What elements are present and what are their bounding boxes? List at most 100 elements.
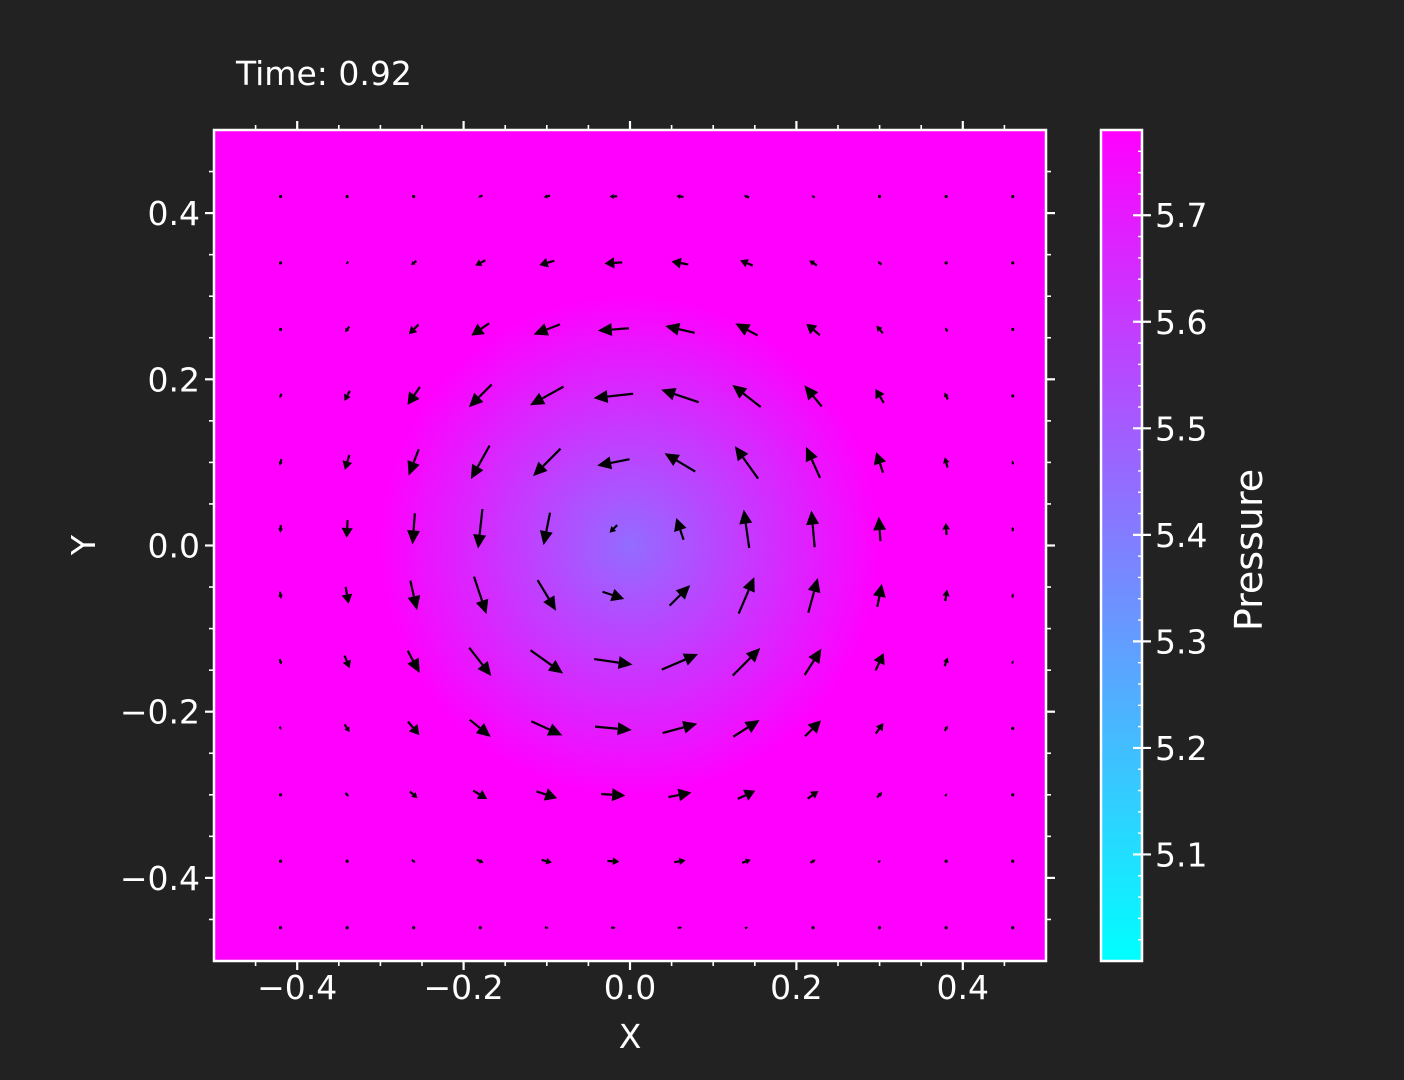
quiver-arrow [607, 857, 620, 866]
colorbar-tick-label: 5.1 [1155, 835, 1207, 874]
quiver-arrow [661, 653, 699, 671]
colorbar-tick-label: 5.4 [1155, 516, 1207, 555]
quiver-arrow [544, 926, 549, 929]
chart-title: Time: 0.92 [235, 54, 412, 93]
quiver-arrow [410, 259, 418, 266]
quiver-arrow [806, 323, 821, 337]
x-tick-label: 0.4 [937, 968, 989, 1007]
quiver-arrow [1011, 660, 1014, 664]
quiver-arrow [944, 392, 949, 400]
quiver-arrow [676, 194, 684, 199]
quiver-arrow [412, 194, 416, 199]
colorbar-tick-label: 5.7 [1155, 196, 1207, 235]
quiver-arrow [345, 194, 349, 199]
quiver-arrow [809, 260, 818, 267]
quiver-arrow [530, 385, 565, 406]
y-axis: 0.4 0.2 0.0 −0.2 −0.4 [120, 194, 1055, 898]
quiver-arrow [811, 195, 816, 199]
x-tick-label: 0.2 [770, 968, 822, 1007]
quiver-arrow [279, 393, 283, 399]
quiver-arrow [471, 322, 490, 336]
quiver-arrow [278, 926, 283, 930]
quiver-arrow [807, 578, 821, 614]
colorbar-tick-label: 5.3 [1155, 622, 1207, 661]
quiver-arrow [601, 788, 626, 802]
quiver-arrow [732, 719, 760, 738]
x-tick-label: −0.4 [257, 968, 337, 1007]
quiver-arrow [943, 457, 950, 468]
quiver-arrow [942, 522, 951, 535]
x-tick-label: −0.2 [424, 968, 504, 1007]
quiver-arrow [470, 445, 491, 480]
quiver-arrow [345, 260, 350, 265]
quiver-arrow [804, 385, 823, 408]
quiver-arrow [407, 386, 421, 405]
quiver-arrow [593, 656, 633, 670]
quiver-arrow [278, 525, 284, 533]
quiver-arrow [1011, 394, 1015, 398]
y-axis-label: Y [64, 534, 103, 556]
quiver-arrow [406, 650, 420, 673]
quiver-arrow [743, 194, 750, 199]
quiver-arrow [661, 387, 699, 404]
quiver-arrow [344, 792, 349, 797]
quiver-arrow [1011, 327, 1015, 332]
colorbar [1099, 128, 1144, 963]
quiver-arrow [878, 926, 882, 930]
quiver-arrow [1011, 526, 1015, 532]
quiver-arrow [343, 723, 350, 733]
quiver-arrow [278, 859, 283, 863]
quiver-arrow [411, 859, 416, 863]
quiver-arrow [341, 586, 353, 604]
x-axis-label: X [619, 1017, 642, 1056]
quiver-arrow [475, 259, 486, 266]
quiver-arrow [543, 194, 551, 199]
quiver-arrow [476, 858, 484, 864]
quiver-arrow [345, 926, 349, 930]
quiver-arrow [875, 388, 885, 404]
quiver-arrow [1011, 926, 1015, 930]
quiver-arrow [478, 926, 482, 930]
quiver-arrow [740, 259, 754, 268]
quiver-arrow [874, 723, 884, 735]
quiver-arrow [468, 383, 493, 408]
quiver-arrow [468, 718, 491, 737]
quiver-arrow [278, 458, 283, 466]
y-tick-label: −0.2 [120, 693, 200, 732]
quiver-arrow [741, 858, 751, 865]
quiver-arrow [944, 261, 948, 265]
quiver-arrow [594, 722, 632, 736]
quiver-arrow [744, 926, 749, 930]
quiver-arrow [345, 859, 349, 863]
quiver-arrow [342, 454, 353, 470]
quiver-arrow [1011, 261, 1015, 265]
quiver-arrow [278, 327, 283, 332]
quiver-arrow [873, 452, 887, 474]
quiver-arrow [806, 510, 820, 548]
quiver-arrow [942, 589, 950, 602]
quiver-arrow [341, 519, 353, 538]
quiver-arrow [602, 588, 625, 602]
quiver-arrow [472, 789, 488, 800]
quiver-arrow [664, 453, 696, 473]
quiver-arrow [944, 859, 948, 863]
quiver-arrow [677, 926, 683, 930]
quiver-arrow [593, 390, 634, 404]
quiver-arrow [342, 655, 351, 669]
quiver-arrow [877, 860, 881, 864]
quiver-arrow [407, 580, 421, 611]
quiver-arrow [731, 648, 761, 677]
quiver-arrow [674, 857, 686, 866]
quiver-arrow [944, 194, 948, 199]
quiver-arrow [805, 446, 822, 479]
colorbar-tick-label: 5.5 [1155, 409, 1207, 448]
quiver-arrow [539, 512, 553, 546]
quiver-arrow [407, 448, 420, 476]
quiver-arrow [944, 926, 948, 930]
quiver-arrow [541, 857, 552, 865]
quiver-arrow [671, 257, 689, 269]
quiver-arrow [529, 649, 564, 674]
quiver-arrow [345, 326, 351, 333]
quiver-arrow [536, 579, 556, 611]
